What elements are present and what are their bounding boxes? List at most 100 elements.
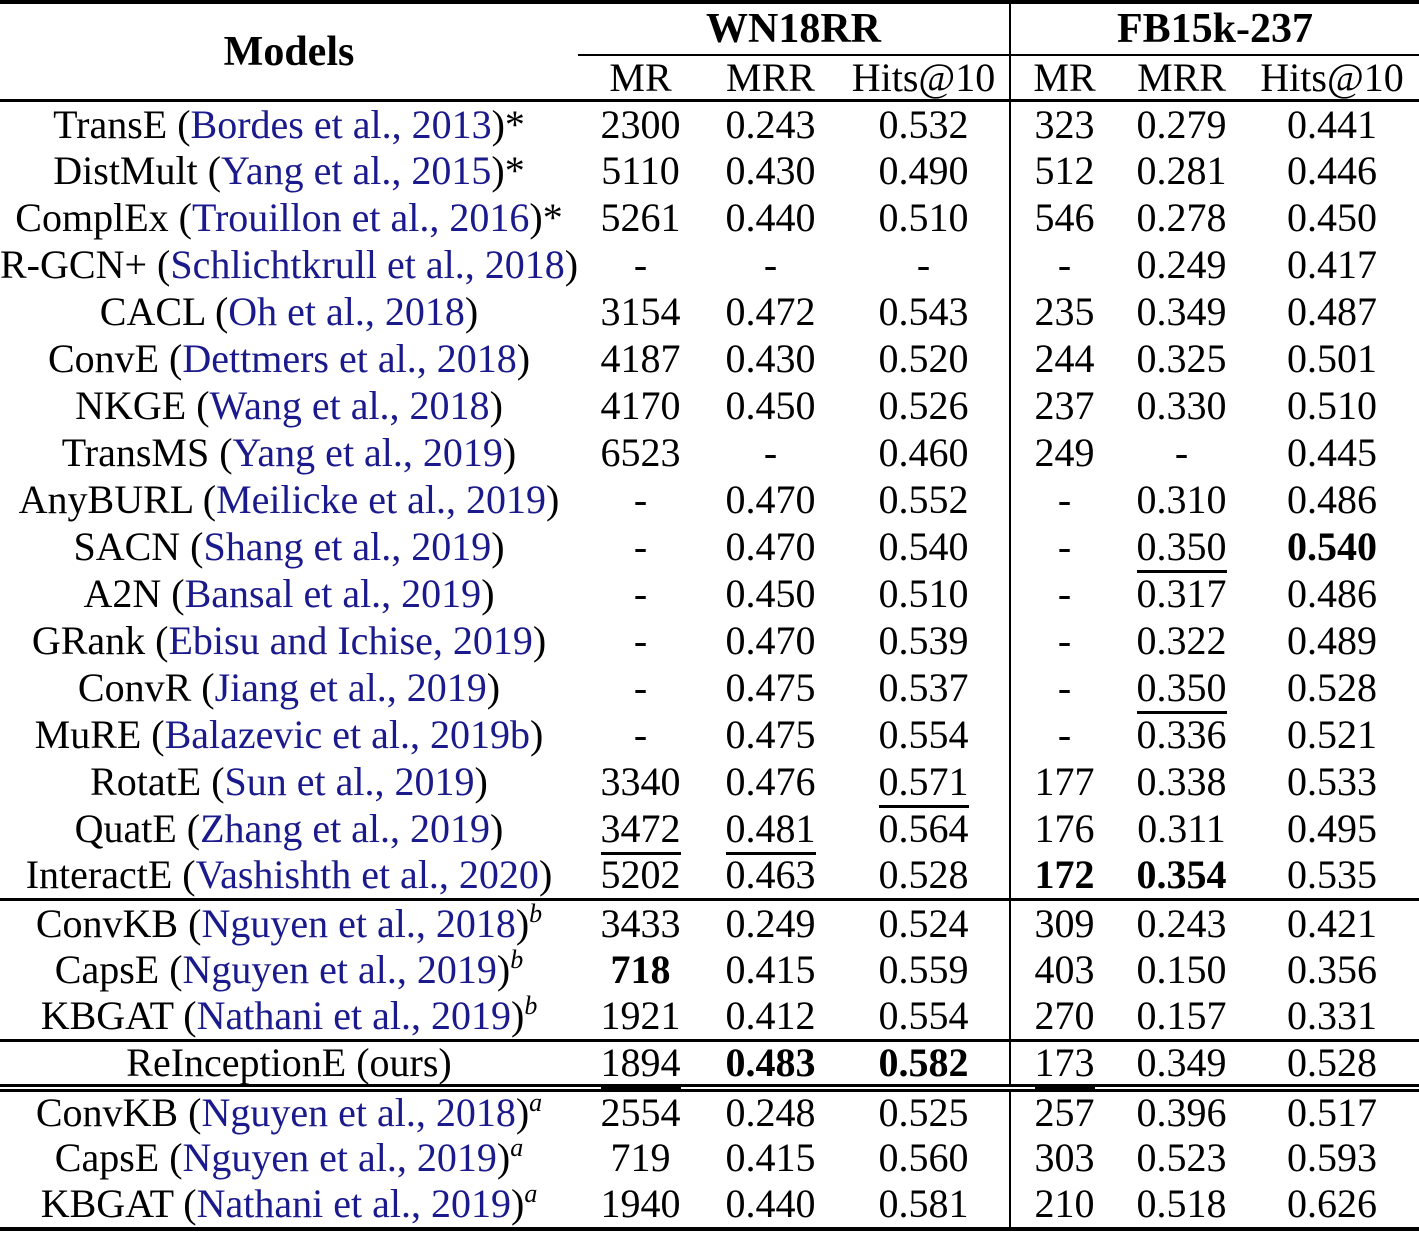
fb15k237-mr-cell: 176 (1009, 805, 1119, 853)
fb15k237-hits10-cell: 0.528 (1245, 1040, 1419, 1092)
wn18rr-mrr-header: MRR (703, 55, 838, 102)
citation-link[interactable]: Wang et al., 2018 (209, 383, 490, 428)
fb15k237-hits10-cell: 0.486 (1287, 571, 1378, 616)
fb15k237-mrr-cell: 0.249 (1136, 242, 1227, 287)
model-cell: CACL (Oh et al., 2018) (0, 289, 578, 336)
model-name: CapsE ( (54, 1135, 183, 1180)
wn18rr-mr-cell: 3154 (600, 289, 681, 334)
model-name: QuatE ( (74, 806, 201, 851)
wn18rr-mrr-cell: - (763, 430, 778, 475)
fb15k237-mr-cell: 173 (1009, 1039, 1119, 1092)
fb15k237-mr-cell: - (1009, 664, 1119, 712)
table-row: ConvKB (Nguyen et al., 2018)a 2554 0.248… (0, 1087, 1419, 1135)
model-superscript: b (529, 898, 543, 928)
citation-link[interactable]: Zhang et al., 2019 (200, 806, 491, 851)
citation-link[interactable]: Vashishth et al., 2020 (195, 852, 539, 898)
wn18rr-mrr-cell: 0.450 (725, 383, 816, 428)
wn18rr-mrr-cell: 0.248 (725, 1090, 816, 1135)
citation-link[interactable]: Shang et al., 2019 (203, 524, 492, 569)
citation-link[interactable]: Nguyen et al., 2019 (182, 947, 497, 992)
citation-link[interactable]: Oh et al., 2018 (228, 289, 465, 334)
wn18rr-mrr-cell: 0.440 (725, 1181, 816, 1226)
citation-link[interactable]: Yang et al., 2019 (232, 430, 503, 475)
fb15k237-mrr-cell: 0.396 (1136, 1090, 1227, 1135)
fb15k237-hits10-cell: 0.521 (1287, 712, 1378, 757)
wn18rr-mrr-cell: 0.472 (725, 289, 816, 334)
fb15k237-mr-cell: 235 (1009, 288, 1119, 336)
model-name: ConvKB ( (35, 900, 202, 946)
wn18rr-mrr-cell: 0.415 (725, 1135, 816, 1180)
fb15k237-hits10-cell: 0.495 (1287, 806, 1378, 851)
citation-link[interactable]: Nathani et al., 2019 (196, 1181, 511, 1226)
model-name: GRank ( (31, 618, 169, 663)
fb15k237-mrr-header: MRR (1118, 55, 1246, 102)
citation-link[interactable]: Yang et al., 2015 (221, 148, 492, 193)
wn18rr-hits10-cell: 0.564 (878, 806, 969, 851)
table-row: CapsE (Nguyen et al., 2019)b 718 0.415 0… (0, 946, 1419, 994)
citation-link[interactable]: Schlichtkrull et al., 2018 (170, 242, 565, 287)
model-name: ConvE ( (47, 336, 183, 381)
fb15k237-mrr-cell: 0.349 (1118, 1040, 1246, 1092)
table-row: A2N (Bansal et al., 2019) - 0.450 0.510 … (0, 570, 1419, 618)
fb15k237-hits10-cell: 0.486 (1287, 477, 1378, 522)
fb15k237-mrr-cell: 0.243 (1136, 900, 1227, 946)
fb15k237-hits10-cell: 0.489 (1287, 618, 1378, 663)
fb15k237-mrr-cell: 0.278 (1136, 195, 1227, 240)
wn18rr-mrr-cell: 0.463 (703, 852, 838, 901)
wn18rr-mrr-cell: 0.475 (725, 665, 816, 710)
table-row: CACL (Oh et al., 2018) 3154 0.472 0.543 … (0, 288, 1419, 336)
fb15k237-hits10-cell: 0.445 (1287, 430, 1378, 475)
citation-link[interactable]: Nguyen et al., 2019 (182, 1135, 497, 1180)
fb15k237-mr-cell: 270 (1009, 993, 1119, 1042)
citation-link[interactable]: Nguyen et al., 2018 (201, 1090, 516, 1135)
wn18rr-mr-cell: 5110 (601, 148, 680, 193)
fb15k237-hits10-cell: 0.331 (1245, 993, 1419, 1042)
fb15k237-hits10-cell: 0.501 (1287, 336, 1378, 381)
citation-link[interactable]: Meilicke et al., 2019 (216, 477, 546, 522)
wn18rr-hits10-header: Hits@10 (838, 55, 1011, 102)
model-name-suffix: ) (564, 242, 579, 287)
model-name-suffix: ) (530, 712, 544, 757)
wn18rr-mr-cell: 718 (610, 947, 671, 992)
model-name: A2N ( (83, 571, 185, 616)
citation-link[interactable]: Dettmers et al., 2018 (182, 336, 517, 381)
table-row: AnyBURL (Meilicke et al., 2019) - 0.470 … (0, 476, 1419, 524)
fb15k237-hits10-cell: 0.528 (1287, 665, 1378, 710)
fb15k237-mrr-cell: 0.350 (1118, 665, 1245, 714)
citation-link[interactable]: Bordes et al., 2013 (190, 101, 492, 147)
fb15k237-mrr-cell: 0.317 (1136, 571, 1227, 616)
citation-link[interactable]: Nathani et al., 2019 (196, 993, 511, 1039)
model-cell: ConvR (Jiang et al., 2019) (0, 665, 578, 712)
wn18rr-mr-cell: - (633, 618, 648, 663)
fb15k237-mr-cell: - (1009, 617, 1119, 665)
wn18rr-hits10-cell: 0.543 (878, 289, 969, 334)
wn18rr-hits10-cell: 0.460 (878, 430, 969, 475)
citation-link[interactable]: Trouillon et al., 2016 (191, 195, 530, 240)
citation-link[interactable]: Bansal et al., 2019 (184, 571, 482, 616)
model-cell: KBGAT (Nathani et al., 2019)b (0, 993, 578, 1042)
citation-link[interactable]: Balazevic et al., 2019b (164, 712, 531, 757)
model-name: ReInceptionE (ours) (126, 1039, 452, 1085)
fb15k237-mr-cell: - (1009, 476, 1119, 524)
citation-link[interactable]: Sun et al., 2019 (224, 759, 475, 804)
fb15k237-mrr-cell: 0.330 (1136, 383, 1227, 428)
wn18rr-mrr-cell: 0.470 (725, 524, 816, 569)
citation-link[interactable]: Jiang et al., 2019 (214, 665, 487, 710)
table-row: ConvKB (Nguyen et al., 2018)b 3433 0.249… (0, 898, 1419, 947)
model-cell: SACN (Shang et al., 2019) (0, 524, 578, 571)
wn18rr-mrr-cell: 0.481 (703, 806, 838, 855)
wn18rr-mr-cell: - (633, 571, 648, 616)
model-cell: KBGAT (Nathani et al., 2019)a (0, 1181, 578, 1229)
table-row: MuRE (Balazevic et al., 2019b) - 0.475 0… (0, 711, 1419, 759)
model-name: InteractE ( (25, 852, 196, 898)
wn18rr-mrr-cell: 0.243 (725, 101, 816, 147)
wn18rr-mr-cell: 4187 (600, 336, 681, 381)
table-row: RotatE (Sun et al., 2019) 3340 0.476 0.5… (0, 758, 1419, 808)
wn18rr-mr-cell: 1894 (578, 1039, 703, 1092)
wn18rr-mrr-cell: 0.415 (725, 947, 816, 992)
model-name: DistMult ( (53, 148, 222, 193)
citation-link[interactable]: Nguyen et al., 2018 (201, 900, 516, 946)
wn18rr-hits10-cell: 0.520 (878, 336, 969, 381)
citation-link[interactable]: Ebisu and Ichise, 2019 (168, 618, 533, 663)
table-row: NKGE (Wang et al., 2018) 4170 0.450 0.52… (0, 382, 1419, 430)
